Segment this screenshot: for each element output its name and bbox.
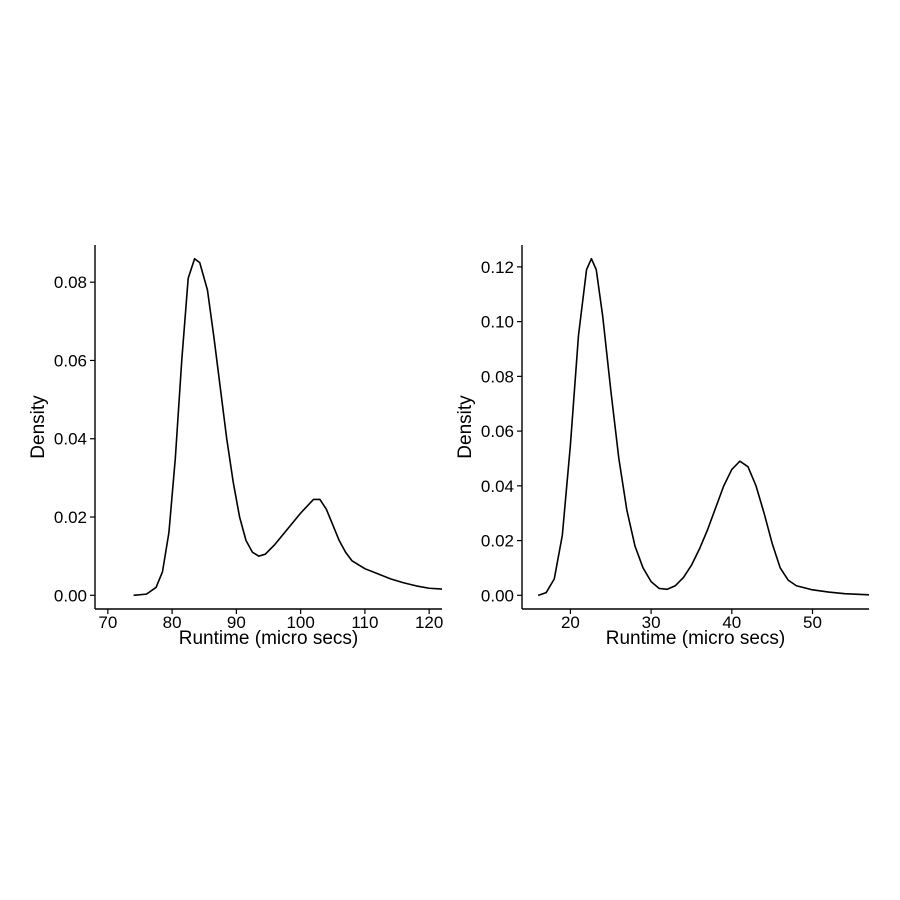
y-tick-label: 0.04 [481,477,514,496]
y-tick-label: 0.08 [481,367,514,386]
y-tick-label: 0.10 [481,313,514,332]
x-tick-label: 120 [415,613,443,632]
y-tick-label: 0.02 [481,532,514,551]
y-axis-title: Density [455,395,476,459]
x-tick-label: 90 [227,613,246,632]
density-curve [133,257,443,597]
y-tick-label: 0.06 [54,351,87,370]
x-axis-title: Runtime (micro secs) [179,628,358,649]
x-tick-label: 20 [561,613,580,632]
y-tick-label: 0.02 [54,508,87,527]
y-tick-label: 0.08 [54,273,87,292]
x-tick-label: 40 [722,613,741,632]
x-tick-label: 80 [163,613,182,632]
density-panel-right: 0.00 0.02 0.04 0.06 0.08 0.10 0.12 20 30 40 50 Runt… [455,245,870,649]
density-curve [537,257,870,597]
x-tick-label: 30 [642,613,661,632]
y-tick-label: 0.06 [481,422,514,441]
density-panel-left: 0.00 0.02 0.04 0.06 0.08 70 80 90 100 110 120 Runti… [28,245,443,649]
y-tick-label: 0.12 [481,258,514,277]
x-tick-label: 70 [98,613,117,632]
y-axis-title: Density [28,395,49,459]
x-tick-label: 50 [803,613,822,632]
x-tick-label: 110 [351,613,378,632]
y-tick-label: 0.00 [54,586,87,605]
x-tick-label: 100 [286,613,314,632]
x-axis-title: Runtime (micro secs) [606,628,785,649]
y-tick-label: 0.04 [54,430,87,449]
y-tick-label: 0.00 [481,586,514,605]
